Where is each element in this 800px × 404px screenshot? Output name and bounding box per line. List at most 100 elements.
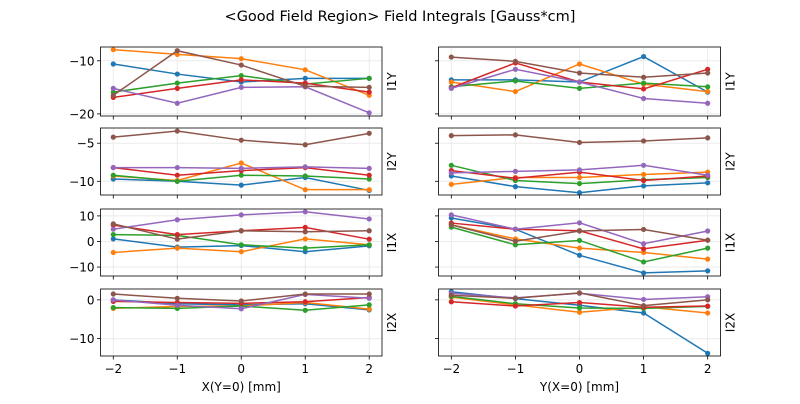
data-point <box>366 172 372 178</box>
axes-frame <box>438 288 721 357</box>
data-point <box>512 175 519 181</box>
data-point <box>576 190 583 196</box>
data-point <box>705 256 711 262</box>
data-point <box>512 78 519 84</box>
data-point <box>110 291 116 297</box>
data-point <box>576 139 583 146</box>
data-point <box>110 172 116 178</box>
data-point <box>576 79 583 85</box>
data-point <box>512 168 519 174</box>
data-point <box>238 306 244 312</box>
data-point <box>174 51 180 58</box>
data-point <box>366 306 372 312</box>
data-point <box>512 303 519 309</box>
data-point <box>640 270 647 276</box>
chart-title: <Good Field Region> Field Integrals [Gau… <box>225 9 576 25</box>
data-point <box>576 245 583 251</box>
data-point <box>640 226 647 233</box>
data-point <box>576 290 583 296</box>
data-point <box>238 73 244 79</box>
data-point <box>705 66 711 72</box>
data-point <box>174 164 180 171</box>
data-point <box>448 79 454 85</box>
data-point <box>110 226 116 232</box>
data-point <box>640 53 647 60</box>
data-point <box>366 236 372 242</box>
data-point <box>512 88 519 95</box>
axes-frame <box>438 127 721 196</box>
data-point <box>238 165 244 171</box>
data-point <box>110 304 116 311</box>
data-point <box>576 70 583 76</box>
data-point <box>640 303 647 309</box>
subplot-i1y-x-scan: −10 −20 I1Y <box>69 46 399 121</box>
data-point <box>302 67 308 73</box>
data-point <box>640 183 647 189</box>
x-tick-label: 1 <box>640 362 648 376</box>
data-point <box>110 221 116 227</box>
x-tick-label: 2 <box>365 362 373 376</box>
data-point <box>576 220 583 226</box>
data-point <box>302 142 308 148</box>
x-tick-label: −1 <box>507 362 525 376</box>
data-point <box>238 249 244 255</box>
axes-frame <box>100 127 383 196</box>
y-tick-label: −10 <box>69 332 94 346</box>
data-point <box>640 80 647 86</box>
data-point <box>512 226 519 232</box>
data-point <box>366 216 372 222</box>
data-point <box>705 350 711 356</box>
y-tick-label: −10 <box>69 54 94 68</box>
x-tick-label: −2 <box>104 362 122 376</box>
data-point <box>705 172 711 178</box>
data-point <box>705 310 711 316</box>
data-point <box>640 74 647 80</box>
data-point <box>110 231 116 238</box>
data-point <box>174 178 180 184</box>
data-point <box>640 296 647 303</box>
data-point <box>448 299 454 305</box>
y-axis-label: I1Y <box>724 72 738 91</box>
data-point <box>512 184 519 190</box>
data-point <box>174 231 180 238</box>
y-tick-label: −5 <box>77 137 95 151</box>
data-point <box>302 187 308 193</box>
data-point <box>512 66 519 72</box>
data-point <box>576 299 583 306</box>
data-point <box>705 100 711 106</box>
data-point <box>576 237 583 244</box>
x-tick-label: −2 <box>442 362 460 376</box>
data-point <box>302 307 308 313</box>
data-point <box>238 298 244 304</box>
data-point <box>174 48 180 54</box>
data-point <box>238 242 244 248</box>
data-point <box>110 164 116 171</box>
data-point <box>366 302 372 308</box>
data-point <box>302 229 308 235</box>
data-point <box>576 305 583 311</box>
data-point <box>448 54 454 60</box>
axes-frame <box>100 288 383 357</box>
data-point <box>448 133 454 139</box>
x-tick-label: 2 <box>704 362 712 376</box>
data-point <box>448 162 454 168</box>
data-point <box>174 100 180 106</box>
y-axis-label: I2X <box>724 313 738 332</box>
data-point <box>512 238 519 244</box>
data-point <box>448 212 454 218</box>
y-tick-label: 10 <box>79 209 94 223</box>
data-point <box>174 217 180 223</box>
data-point <box>110 249 116 256</box>
data-point <box>448 292 454 298</box>
y-axis-label: I2X <box>385 313 399 332</box>
data-point <box>302 236 308 242</box>
data-point <box>576 167 583 173</box>
data-point <box>174 245 180 251</box>
data-point <box>448 85 454 91</box>
data-point <box>640 95 647 102</box>
data-point <box>366 130 372 136</box>
data-point <box>174 80 180 86</box>
data-point <box>366 242 372 248</box>
y-axis-label: I2Y <box>385 152 399 171</box>
